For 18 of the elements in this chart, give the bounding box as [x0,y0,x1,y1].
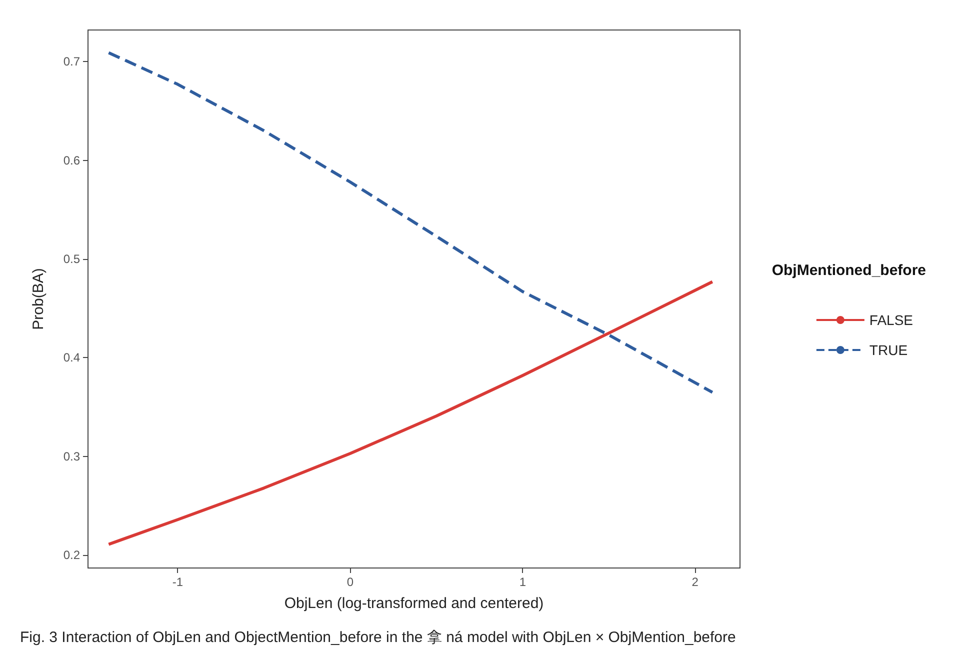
legend-title: ObjMentioned_before [772,262,926,279]
y-axis-title: Prob(BA) [30,268,47,330]
y-tick-label: 0.5 [63,252,80,266]
x-tick-label: 0 [346,575,354,589]
x-tick-label: 2 [692,575,699,589]
x-axis-title: ObjLen (log-transformed and centered) [284,595,544,612]
x-tick-label: 1 [519,575,526,589]
legend-label: FALSE [869,312,914,328]
y-tick-label: 0.3 [63,449,80,464]
caption: Fig. 3 Interaction of ObjLen and ObjectMention_before in the 拿 ná model with ObjLen × ObjMention_before [20,629,736,646]
line-series [107,51,714,394]
legend-label: TRUE [869,342,908,358]
y-tick-label: 0.6 [63,153,80,168]
line-series [107,280,714,546]
y-tick-label: 0.2 [63,548,80,562]
y-tick-label: 0.7 [63,54,80,69]
y-tick-label: 0.4 [63,350,80,365]
x-tick-label: -1 [172,575,184,589]
